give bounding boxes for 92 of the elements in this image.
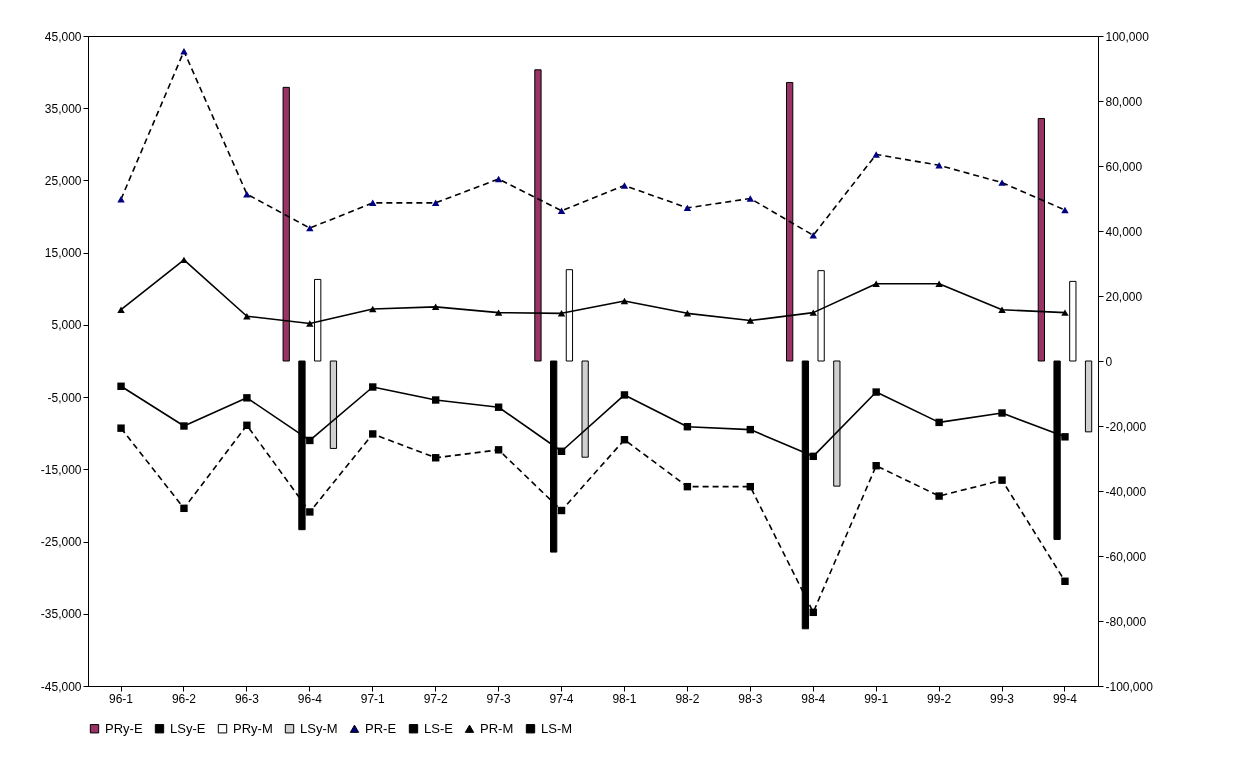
x-tick-label: 99-2 [927, 691, 952, 706]
point [746, 317, 755, 324]
x-tick-label: 98-3 [738, 691, 763, 706]
point [431, 396, 440, 404]
point [935, 418, 943, 427]
legend-label: PR-M [480, 720, 514, 736]
y-tick-label: 45,000 [44, 29, 82, 44]
x-tick-label: 97-4 [549, 691, 574, 706]
y-tick-label: 25,000 [44, 173, 82, 188]
y2-tick-label: -40,000 [1105, 484, 1147, 499]
y2-tick-label: -80,000 [1105, 614, 1147, 629]
point [369, 199, 377, 207]
point [243, 394, 251, 402]
y2-tick-label: -60,000 [1105, 549, 1147, 564]
y2-tick-label: 40,000 [1105, 224, 1143, 239]
point [369, 383, 377, 391]
point [180, 256, 188, 264]
bar [1084, 360, 1093, 433]
point [557, 310, 566, 317]
point [306, 320, 314, 327]
y2-tick-label: -100,000 [1105, 679, 1154, 694]
point [998, 306, 1006, 313]
x-tick-label: 99-1 [864, 691, 889, 706]
x-tick-label: 99-3 [990, 691, 1015, 706]
point [872, 151, 880, 158]
point [683, 204, 692, 212]
point [872, 280, 880, 287]
x-tick-label: 96-3 [234, 691, 260, 706]
y-tick-label: 5,000 [51, 318, 82, 333]
point [306, 508, 314, 516]
y2-tick-label: 20,000 [1105, 289, 1143, 304]
x-tick-label: 97-1 [360, 691, 386, 706]
point [1061, 577, 1069, 585]
y-tick-label: 35,000 [44, 101, 82, 116]
point [494, 446, 503, 454]
point [306, 436, 314, 445]
point [998, 476, 1006, 484]
point [872, 388, 880, 396]
legend-label: LS-M [541, 720, 573, 736]
x-tick-label: 99-4 [1052, 691, 1078, 706]
point [431, 303, 440, 311]
legend-label: LSy-M [300, 720, 338, 736]
point [998, 179, 1006, 186]
point [117, 424, 125, 432]
point [620, 297, 629, 305]
point [117, 382, 125, 390]
y-tick-label: -35,000 [40, 607, 82, 622]
point [494, 175, 503, 183]
legend-label: PR-E [365, 720, 397, 736]
point [935, 280, 943, 287]
point [494, 309, 503, 316]
point [809, 309, 817, 316]
point [180, 422, 188, 430]
point [746, 195, 755, 202]
legend-label: LS-E [424, 720, 454, 736]
point [180, 504, 188, 513]
point [620, 391, 629, 399]
point [431, 199, 440, 207]
point [557, 207, 566, 214]
y2-tick-label: 0 [1105, 354, 1113, 369]
point [1061, 433, 1069, 441]
point [1061, 309, 1069, 316]
legend-label: PRy-M [233, 720, 273, 736]
x-tick-label: 96-4 [297, 691, 323, 706]
point [998, 409, 1006, 417]
point [809, 232, 817, 239]
y-tick-label: 15,000 [44, 246, 82, 261]
y-tick-label: -15,000 [40, 462, 82, 477]
legend-label: LSy-E [170, 720, 206, 736]
point [683, 310, 692, 317]
legend-label: PRy-E [105, 720, 143, 736]
y2-tick-label: -20,000 [1105, 419, 1147, 434]
x-tick-label: 97-2 [423, 691, 449, 706]
x-tick-label: 98-1 [612, 691, 637, 706]
x-tick-label: 97-3 [486, 691, 511, 706]
x-tick-label: 98-4 [801, 691, 826, 706]
x-tick-label: 96-2 [171, 691, 197, 706]
x-tick-label: 98-2 [675, 691, 700, 706]
point [369, 430, 377, 438]
point [117, 306, 125, 313]
point [620, 182, 629, 189]
point [369, 305, 377, 313]
y-tick-label: -5,000 [47, 390, 82, 405]
point [872, 462, 880, 470]
point [935, 492, 943, 500]
point [243, 421, 251, 429]
y2-tick-label: 60,000 [1105, 159, 1143, 174]
x-tick-label: 96-1 [109, 691, 134, 706]
y2-tick-label: 100,000 [1105, 29, 1150, 44]
y-tick-label: -25,000 [40, 535, 82, 550]
y-tick-label: -45,000 [40, 679, 82, 694]
y2-tick-label: 80,000 [1105, 94, 1143, 109]
